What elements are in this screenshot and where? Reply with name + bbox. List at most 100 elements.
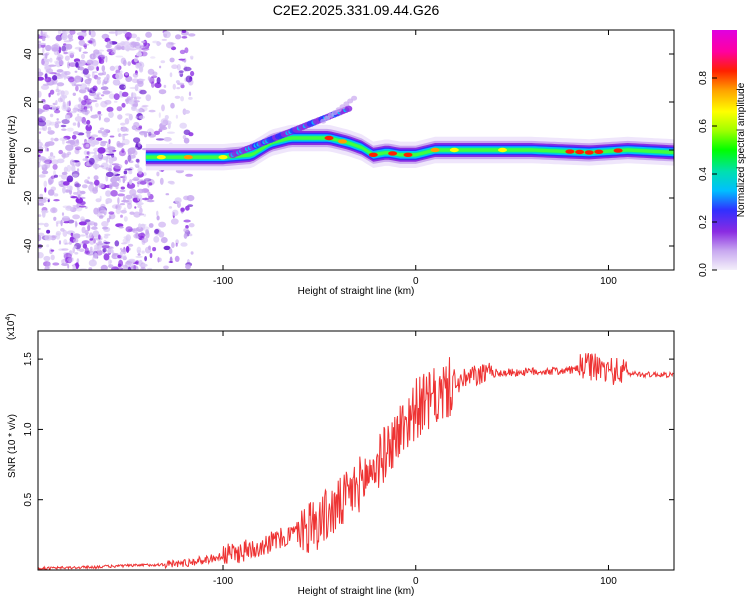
- ridge-hotspots: [156, 135, 623, 160]
- noise-speck: [138, 115, 145, 120]
- noise-speck: [149, 76, 155, 84]
- noise-speck: [150, 56, 156, 59]
- noise-speck: [140, 131, 149, 134]
- noise-speck: [61, 212, 65, 216]
- noise-speck: [105, 198, 113, 204]
- noise-speck: [98, 72, 104, 76]
- noise-speck: [105, 171, 114, 177]
- noise-speck: [74, 220, 78, 228]
- noise-speck: [53, 49, 59, 56]
- colorbar-tick-label: 0.8: [698, 71, 709, 85]
- noise-speck: [40, 84, 50, 90]
- noise-speck: [43, 58, 51, 63]
- noise-speck: [123, 170, 128, 175]
- colorbar-tick-label: 0.2: [698, 215, 709, 229]
- noise-speck: [99, 165, 104, 168]
- noise-speck: [127, 61, 131, 66]
- noise-speck: [101, 65, 106, 72]
- noise-speck: [168, 206, 173, 209]
- noise-speck: [97, 147, 106, 154]
- noise-speck: [76, 32, 85, 36]
- noise-speck: [148, 109, 156, 113]
- hotspot: [613, 148, 623, 153]
- noise-speck: [81, 226, 86, 234]
- noise-speck: [85, 143, 90, 148]
- branch-blob: [344, 105, 353, 112]
- noise-speck: [101, 130, 109, 138]
- noise-speck: [120, 126, 123, 129]
- noise-speck: [57, 97, 63, 103]
- noise-speck: [38, 154, 41, 158]
- noise-speck: [167, 180, 175, 184]
- noise-speck: [91, 71, 95, 79]
- noise-speck: [185, 205, 190, 211]
- noise-speck: [67, 257, 74, 263]
- noise-speck: [89, 238, 94, 241]
- noise-speck: [75, 85, 79, 92]
- noise-speck: [152, 71, 158, 76]
- noise-speck: [52, 207, 56, 213]
- noise-speck: [163, 137, 172, 142]
- noise-speck: [58, 181, 62, 185]
- noise-speck: [56, 82, 65, 87]
- noise-speck: [38, 109, 45, 113]
- spectrogram-xlabel: Height of straight line (km): [298, 286, 415, 297]
- noise-speck: [78, 97, 81, 101]
- noise-speck: [175, 34, 182, 40]
- hotspot: [156, 155, 166, 160]
- noise-speck: [130, 33, 138, 39]
- noise-speck: [158, 89, 167, 95]
- noise-speck: [171, 209, 179, 216]
- noise-speck: [158, 231, 163, 236]
- noise-speck: [73, 245, 77, 249]
- snr-xlabel: Height of straight line (km): [298, 586, 415, 597]
- noise-speck: [42, 83, 50, 86]
- noise-speck: [105, 190, 112, 197]
- noise-speck: [127, 202, 133, 210]
- noise-speck: [43, 261, 51, 267]
- noise-speck: [96, 76, 101, 80]
- noise-speck: [90, 182, 94, 186]
- noise-speck: [139, 65, 143, 72]
- noise-speck: [127, 156, 132, 162]
- noise-speck: [72, 205, 78, 207]
- noise-speck: [93, 49, 100, 55]
- noise-speck: [61, 153, 70, 158]
- noise-speck: [69, 30, 76, 35]
- noise-speck: [44, 234, 53, 241]
- noise-speck: [54, 60, 59, 64]
- noise-speck: [114, 30, 124, 35]
- branch-faint: [335, 107, 342, 113]
- hotspot: [430, 147, 440, 153]
- noise-speck: [105, 167, 111, 171]
- noise-speck: [129, 181, 133, 185]
- noise-speck: [56, 158, 65, 164]
- noise-speck: [100, 264, 108, 270]
- noise-speck: [67, 33, 74, 40]
- noise-speck: [60, 219, 63, 227]
- x-tick-label: -100: [213, 276, 233, 287]
- noise-speck: [185, 225, 189, 229]
- noise-speck: [160, 237, 168, 244]
- y-tick-label: -20: [23, 190, 34, 205]
- noise-speck: [82, 68, 89, 75]
- noise-speck: [110, 176, 118, 184]
- noise-speck: [139, 89, 147, 95]
- noise-speck: [94, 150, 97, 157]
- y-tick-label: 0: [23, 147, 34, 153]
- noise-speck: [42, 116, 46, 121]
- noise-speck: [105, 44, 112, 49]
- noise-speck: [169, 57, 175, 63]
- noise-speck: [90, 105, 93, 112]
- noise-speck: [46, 35, 50, 39]
- snr-frame: [37, 330, 675, 571]
- hotspot: [584, 150, 594, 155]
- colorbar-tick-label: 0.0: [698, 263, 709, 277]
- noise-speck: [158, 221, 167, 228]
- noise-speck: [117, 128, 120, 133]
- noise-speck: [53, 199, 60, 202]
- noise-speck: [140, 263, 148, 267]
- branch-faint: [320, 118, 327, 124]
- noise-speck: [124, 261, 131, 269]
- noise-speck: [56, 105, 60, 110]
